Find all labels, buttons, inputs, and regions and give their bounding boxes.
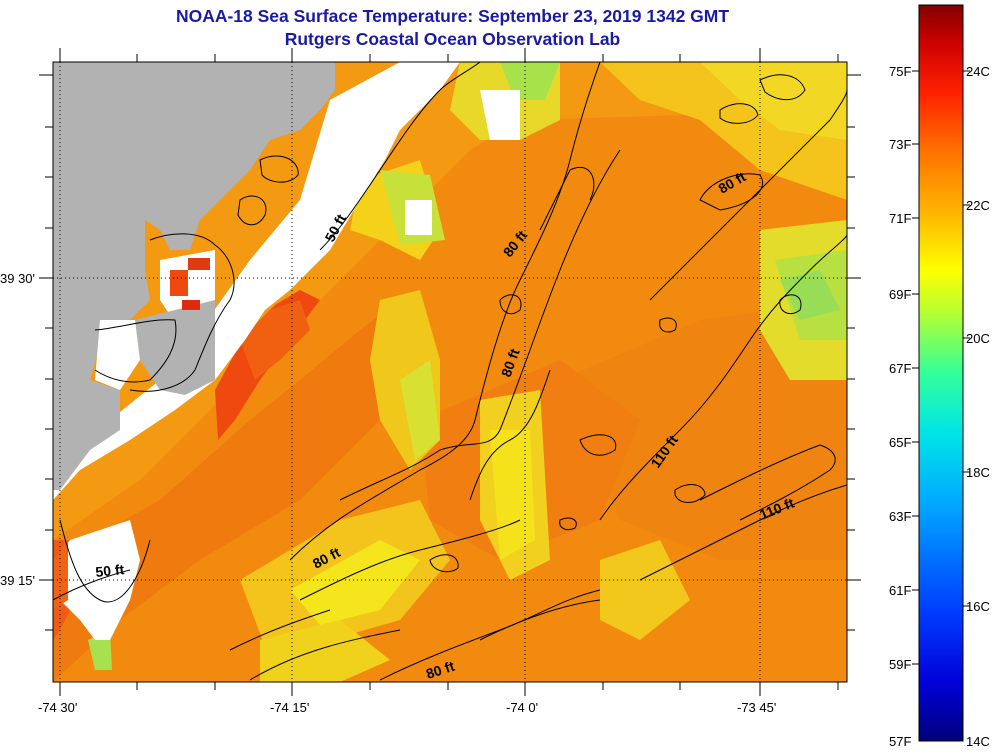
lon-label: -74 0' [506,700,538,715]
frame-ticks [39,48,861,696]
colorbar-f-label: 61F [889,583,911,598]
colorbar-f-label: 65F [889,435,911,450]
lat-label: 39 30' [0,271,35,286]
colorbar-f-label: 63F [889,509,911,524]
map-title: NOAA-18 Sea Surface Temperature: Septemb… [175,6,730,26]
map-frame [52,61,848,683]
colorbar-c-label: 24C [966,64,990,79]
lon-label: -74 15' [270,700,309,715]
colorbar-c-label: 14C [966,734,990,749]
colorbar-gradient [918,4,964,742]
colorbar-f-label: 73F [889,137,911,152]
lon-label: -73 45' [737,700,776,715]
colorbar-f-label: 57F [889,734,911,749]
colorbar-ticks [912,70,970,665]
colorbar-f-label: 75F [889,64,911,79]
colorbar-f-label: 69F [889,287,911,302]
colorbar-c-label: 18C [966,465,990,480]
graticule [53,62,847,682]
lat-label: 39 15' [0,573,35,588]
colorbar-f-label: 71F [889,211,911,226]
bathymetry-contours [53,62,847,681]
map-subtitle: Rutgers Coastal Ocean Observation Lab [284,29,621,49]
lon-label: -74 30' [38,700,77,715]
colorbar: 75F 73F 71F 69F 67F 65F 63F 61F 59F 57F … [889,4,990,749]
colorbar-c-label: 16C [966,599,990,614]
colorbar-c-label: 20C [966,331,990,346]
colorbar-c-label: 22C [966,198,990,213]
sst-field [53,62,847,682]
axis-labels: -74 30' -74 15' -74 0' -73 45' 39 30' 39… [0,271,776,715]
contour-label: 50 ft [95,561,126,580]
colorbar-f-label: 59F [889,657,911,672]
colorbar-f-label: 67F [889,361,911,376]
